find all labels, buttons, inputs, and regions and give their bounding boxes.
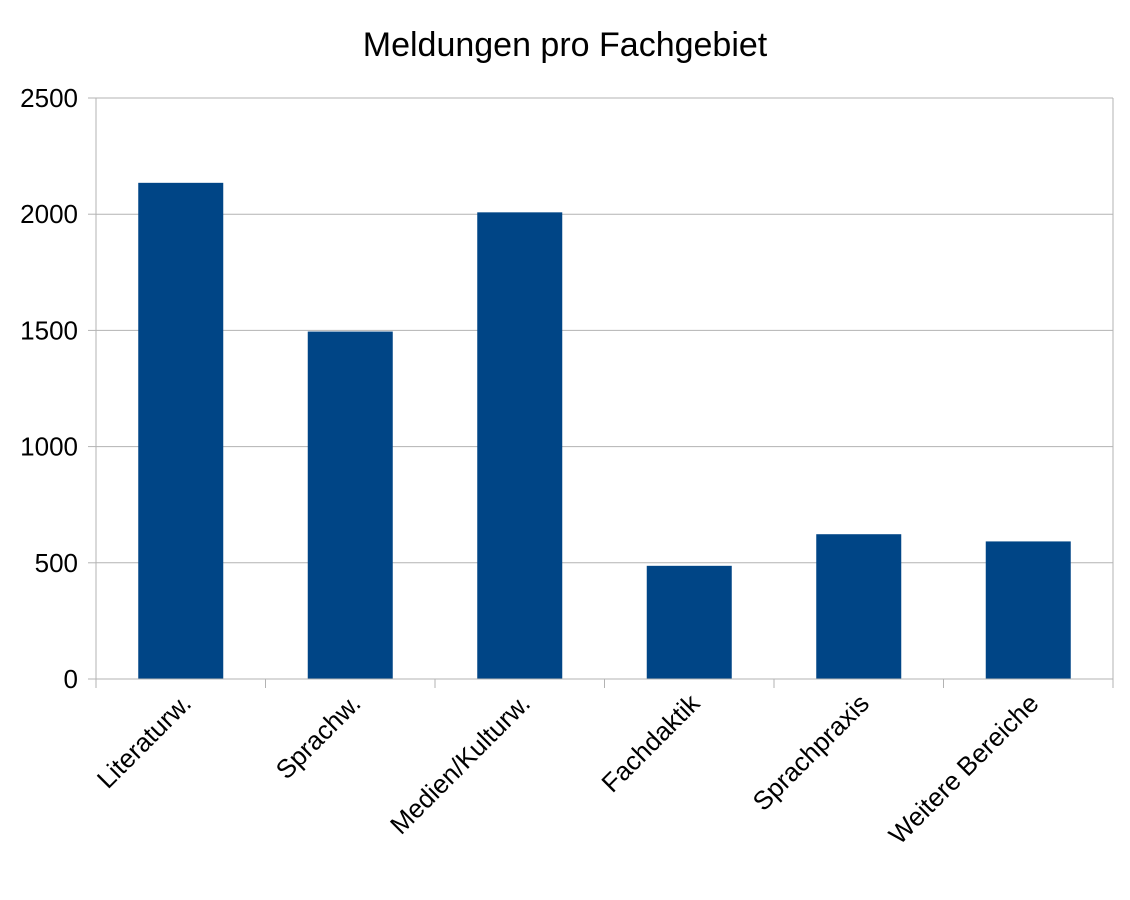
bar bbox=[477, 212, 563, 679]
x-tick-label: Weitere Bereiche bbox=[883, 688, 1045, 850]
y-tick-label: 1500 bbox=[20, 315, 78, 345]
x-tick-labels: Literaturw. Sprachw. Medien/Kulturw. Fachda… bbox=[91, 687, 1045, 850]
y-tick-label: 1000 bbox=[20, 432, 78, 462]
bar bbox=[307, 331, 393, 679]
bar bbox=[646, 565, 732, 679]
bars bbox=[138, 182, 1071, 680]
x-tick-label: Fachdaktik bbox=[595, 687, 706, 798]
x-tick-label: Sprachw. bbox=[270, 688, 367, 785]
gridlines bbox=[96, 97, 1114, 679]
axes bbox=[88, 97, 1114, 688]
y-tick-label: 2500 bbox=[20, 83, 78, 113]
y-tick-label: 0 bbox=[64, 664, 78, 694]
chart-title: Meldungen pro Fachgebiet bbox=[362, 26, 768, 64]
y-tick-label: 500 bbox=[35, 548, 78, 578]
x-tick-label: Medien/Kulturw. bbox=[384, 688, 536, 840]
y-tick-label: 2000 bbox=[20, 199, 78, 229]
bar bbox=[985, 541, 1071, 679]
x-tick-label: Literaturw. bbox=[91, 688, 197, 794]
bar bbox=[816, 534, 902, 679]
bar bbox=[138, 182, 224, 680]
y-tick-labels: 0 500 1000 1500 2000 2500 bbox=[20, 83, 78, 694]
x-tick-label: Sprachpraxis bbox=[746, 688, 875, 817]
